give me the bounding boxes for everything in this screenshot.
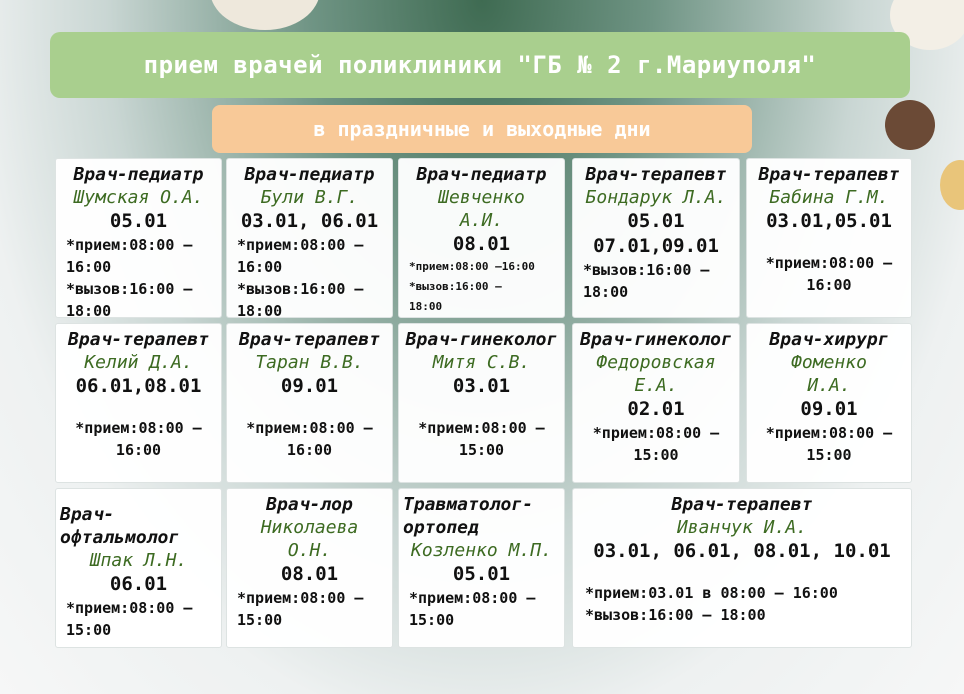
doctor-card: Врач-педиатр Шумская О.А. 05.01 *прием:08:0…: [55, 158, 222, 320]
schedule-hours: *вызов:16:00 – 18:00: [409, 280, 502, 313]
doctor-card: Травматолог- ортопед Козленко М.П. 05.01 *п…: [398, 488, 565, 648]
ornament-ball: [940, 160, 964, 210]
schedule-dates: 06.01: [109, 573, 168, 595]
doctor-role: Травматолог- ортопед: [403, 494, 534, 538]
page-title: прием врачей поликлиники "ГБ № 2 г.Мариу…: [50, 32, 910, 98]
schedule-dates: 05.01: [452, 563, 511, 585]
schedule-dates: 08.01: [280, 563, 339, 585]
doctor-role: Врач-терапевт: [585, 164, 727, 185]
schedule-hours: *прием:08:00 – 16:00: [75, 419, 202, 459]
ornament-ball: [210, 0, 320, 30]
doctor-name: Шевченко А.И.: [438, 187, 525, 231]
schedule-dates: 03.01, 06.01: [240, 210, 379, 232]
doctor-role: Врач-гинеколог: [580, 329, 732, 350]
schedule-hours: *прием:08:00 – 15:00: [66, 599, 193, 639]
schedule-hours: *прием:08:00 – 16:00: [237, 236, 364, 276]
doctor-card: Врач-педиатр Були В.Г. 03.01, 06.01 *прием:…: [226, 158, 393, 320]
doctor-card: Врач- офтальмолог Шпак Л.Н. 06.01 *прием:08…: [55, 488, 222, 648]
schedule-hours: *прием:08:00 – 16:00: [765, 254, 893, 294]
doctor-name: Козленко М.П.: [411, 540, 552, 561]
doctor-card: Врач-терапевт Келий Д.А. 06.01,08.01 *прием…: [55, 323, 222, 483]
doctor-name: Бабина Г.М.: [769, 187, 889, 208]
doctor-role: Врач-терапевт: [68, 329, 209, 350]
schedule-hours: *прием:08:00 – 15:00: [409, 589, 536, 629]
pine-cone: [885, 100, 935, 150]
doctor-name: Николаева О.Н.: [260, 517, 359, 561]
schedule-hours: *вызов:16:00 – 18:00: [585, 606, 766, 624]
schedule-hours: *прием:08:00 – 15:00: [592, 424, 720, 464]
schedule-dates: 09.01: [280, 375, 339, 397]
doctor-card: Врач-хирург Фоменко И.А. 09.01 *прием:08:00…: [746, 323, 912, 483]
doctor-card: Врач-педиатр Шевченко А.И. 08.01 *прием:08:…: [398, 158, 565, 318]
schedule-hours: *вызов:16:00 – 18:00: [237, 280, 364, 320]
schedule-dates: 03.01: [452, 375, 511, 397]
doctor-name: Федоровская Е.А.: [596, 352, 716, 396]
schedule-dates: 03.01, 06.01, 08.01, 10.01: [593, 540, 891, 562]
doctor-role: Врач-педиатр: [244, 164, 375, 185]
schedule-hours: *прием:03.01 в 08:00 – 16:00: [585, 584, 838, 602]
doctor-role: Врач-лор: [266, 494, 353, 515]
schedule-dates: 05.01 07.01,09.01: [593, 210, 719, 257]
doctor-card: Врач-гинеколог Митя С.В. 03.01 *прием:08:00…: [398, 323, 565, 483]
doctor-name: Були В.Г.: [260, 187, 359, 208]
doctor-role: Врач-гинеколог: [405, 329, 558, 350]
doctor-card: Врач-гинеколог Федоровская Е.А. 02.01 *прие…: [572, 323, 740, 483]
schedule-hours: *вызов:16:00 – 18:00: [66, 280, 193, 320]
schedule-dates: 06.01,08.01: [75, 375, 202, 397]
doctor-name: Митя С.В.: [432, 352, 531, 373]
doctor-name: Иванчук И.А.: [676, 517, 808, 538]
schedule-hours: *прием:08:00 – 16:00: [246, 419, 373, 459]
schedule-dates: 05.01: [109, 210, 168, 232]
doctor-role: Врач-педиатр: [73, 164, 204, 185]
doctor-card: Врач-терапевт Таран В.В. 09.01 *прием:08:00…: [226, 323, 393, 483]
doctor-role: Врач-педиатр: [416, 164, 547, 185]
doctor-name: Таран В.В.: [255, 352, 364, 373]
doctor-name: Шумская О.А.: [73, 187, 204, 208]
doctor-role: Врач-терапевт: [671, 494, 813, 515]
doctor-name: Шпак Л.Н.: [89, 550, 188, 571]
schedule-hours: *прием:08:00 –16:00: [409, 260, 535, 273]
schedule-dates: 02.01: [627, 398, 685, 420]
schedule-hours: *прием:08:00 – 16:00: [66, 236, 193, 276]
doctor-role: Врач-терапевт: [758, 164, 900, 185]
schedule-hours: *прием:08:00 – 15:00: [237, 589, 364, 629]
doctor-card: Врач-терапевт Бондарук Л.А. 05.01 07.01,09…: [572, 158, 740, 318]
doctor-role: Врач-хирург: [769, 329, 889, 350]
doctor-name: Бондарук Л.А.: [585, 187, 727, 208]
schedule-hours: *вызов:16:00 – 18:00: [583, 261, 710, 301]
doctor-role: Врач-терапевт: [239, 329, 380, 350]
schedule-hours: *прием:08:00 – 15:00: [765, 424, 893, 464]
doctor-role: Врач- офтальмолог: [60, 504, 180, 548]
schedule-dates: 09.01: [800, 398, 858, 420]
subtitle: в праздничные и выходные дни: [212, 105, 752, 153]
schedule-dates: 08.01: [452, 233, 511, 255]
doctor-card: Врач-терапевт Иванчук И.А. 03.01, 06.01, 0…: [572, 488, 912, 648]
schedule-dates: 03.01,05.01: [766, 210, 892, 232]
doctor-card: Врач-терапевт Бабина Г.М. 03.01,05.01 *прие…: [746, 158, 912, 318]
doctor-name: Келий Д.А.: [84, 352, 193, 373]
doctor-card: Врач-лор Николаева О.Н. 08.01 *прием:08:00 …: [226, 488, 393, 648]
doctor-name: Фоменко И.А.: [791, 352, 867, 396]
schedule-hours: *прием:08:00 – 15:00: [418, 419, 545, 459]
